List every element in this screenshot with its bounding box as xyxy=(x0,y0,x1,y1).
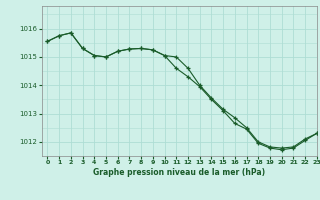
X-axis label: Graphe pression niveau de la mer (hPa): Graphe pression niveau de la mer (hPa) xyxy=(93,168,265,177)
